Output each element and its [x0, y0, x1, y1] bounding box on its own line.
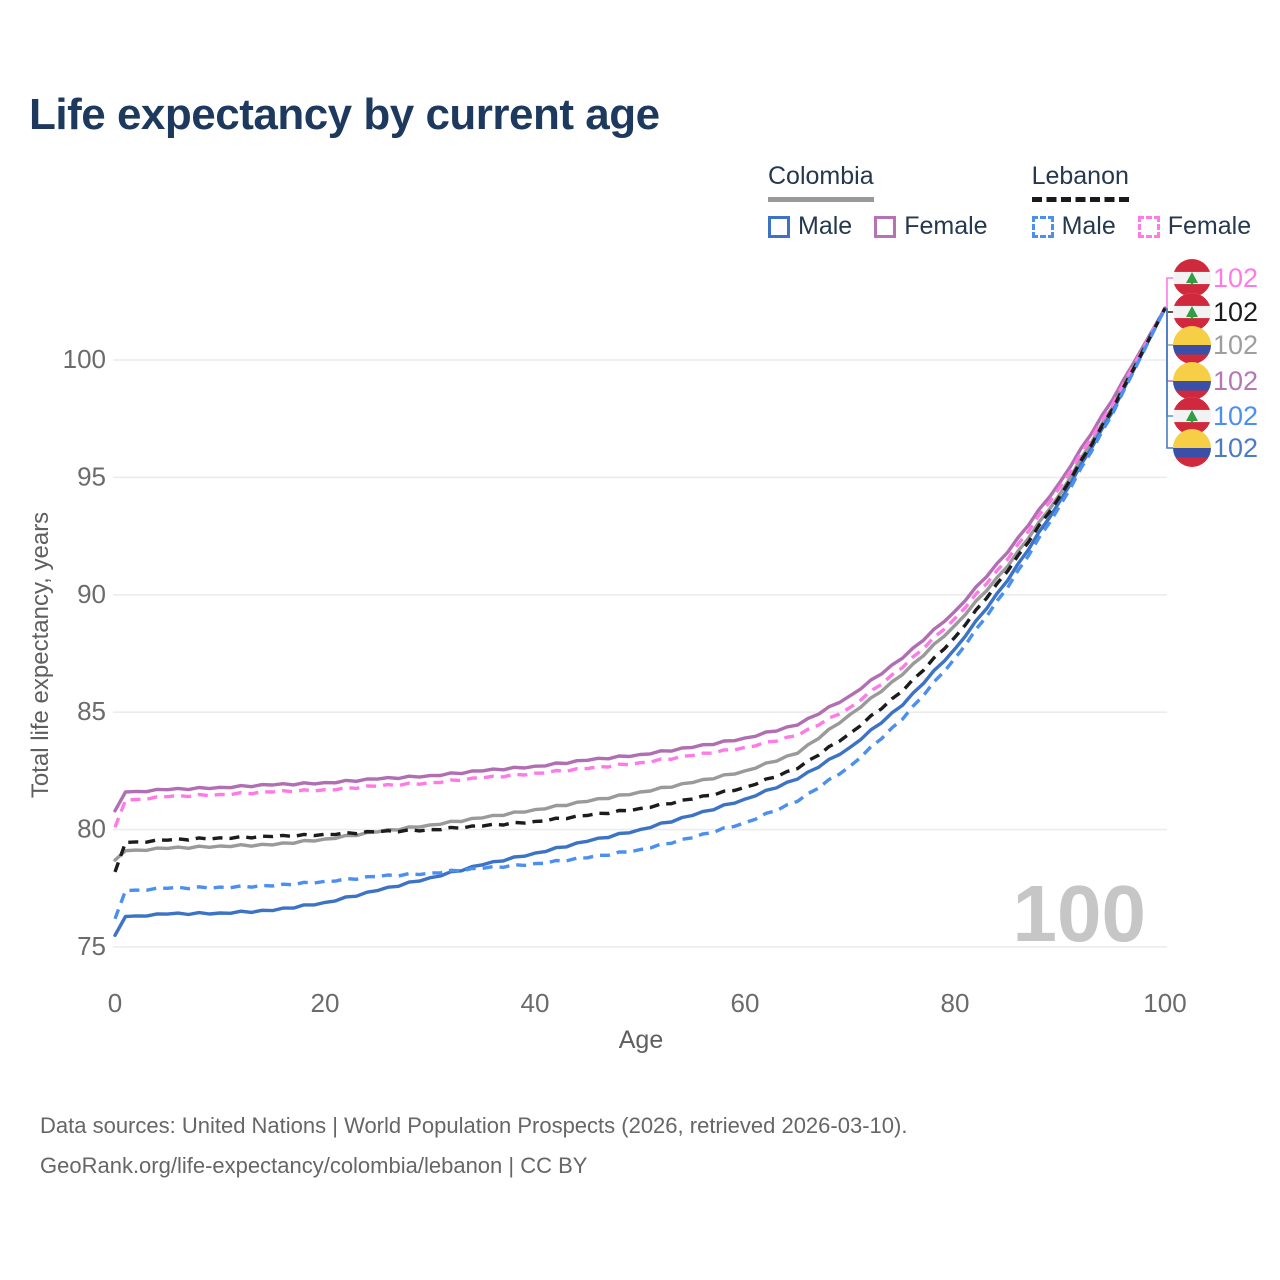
footer: Data sources: United Nations | World Pop…: [40, 1106, 907, 1186]
legend-group-lebanon: Lebanon Male Female: [1031, 162, 1252, 241]
chart-legend: Colombia Male Female Lebanon Male Female: [768, 162, 1251, 241]
end-value-label: 102: [1213, 433, 1258, 463]
legend-item-lebanon-male[interactable]: Male: [1031, 212, 1116, 241]
legend-swatch-icon: [1137, 215, 1160, 238]
x-tick-label-40: 40: [521, 988, 550, 1018]
lebanon-flag-icon: [1173, 259, 1211, 297]
y-tick-label-85: 85: [77, 696, 106, 726]
y-tick-label-75: 75: [77, 931, 106, 961]
x-axis-title: Age: [619, 1026, 663, 1054]
legend-item-label: Female: [1167, 212, 1252, 240]
y-axis-tick-labels: 75 80 85 90 95 100: [63, 344, 106, 961]
series-line-lebanon-total: [113, 307, 1167, 873]
legend-item-label: Female: [904, 212, 988, 240]
legend-swatch-icon: [768, 215, 790, 238]
footer-sources-line: Data sources: United Nations | World Pop…: [40, 1113, 908, 1138]
x-tick-label-60: 60: [731, 988, 760, 1018]
series-line-colombia-total: [113, 306, 1167, 862]
colombia-flag-icon: [1173, 326, 1211, 364]
legend-item-label: Male: [798, 212, 853, 240]
end-value-label: 102: [1213, 401, 1258, 431]
y-tick-label-100: 100: [63, 344, 106, 374]
legend-item-lebanon-female[interactable]: Female: [1137, 212, 1252, 241]
y-tick-label-90: 90: [77, 579, 106, 609]
legend-swatch-icon: [874, 215, 897, 238]
legend-country-label: Lebanon: [1031, 162, 1129, 202]
series-line-lebanon-female: [113, 307, 1167, 828]
x-tick-label-0: 0: [108, 988, 122, 1018]
colombia-flag-icon: [1173, 429, 1211, 467]
colombia-flag-icon: [1173, 362, 1211, 400]
legend-country-label: Colombia: [768, 162, 874, 202]
x-axis-tick-labels: 0 20 40 60 80 100: [108, 988, 1187, 1018]
series-line-colombia-female: [113, 306, 1167, 813]
series-lines: [113, 306, 1167, 937]
page-title: Life expectancy by current age: [29, 90, 660, 139]
legend-group-colombia: Colombia Male Female: [768, 162, 988, 241]
x-tick-label-80: 80: [941, 988, 970, 1018]
lebanon-flag-icon: [1173, 397, 1211, 435]
end-label-leader-line: [1166, 308, 1175, 449]
end-value-label: 102: [1213, 297, 1258, 327]
end-value-label: 102: [1213, 263, 1258, 293]
end-value-label: 102: [1213, 366, 1258, 396]
gridlines: [113, 359, 1167, 948]
lebanon-flag-icon: [1173, 293, 1211, 331]
watermark-age-100: 100: [1013, 869, 1146, 958]
x-tick-label-100: 100: [1143, 988, 1186, 1018]
end-label-leader-line: [1166, 308, 1175, 417]
series-line-lebanon-male: [113, 307, 1167, 920]
y-tick-label-95: 95: [77, 461, 106, 491]
footer-link-line: GeoRank.org/life-expectancy/colombia/leb…: [40, 1153, 588, 1178]
legend-item-colombia-male[interactable]: Male: [768, 212, 852, 241]
x-tick-label-20: 20: [311, 988, 340, 1018]
legend-item-label: Male: [1061, 212, 1116, 240]
end-value-label: 102: [1213, 330, 1258, 360]
legend-swatch-icon: [1031, 215, 1054, 238]
y-axis-title: Total life expectancy, years: [27, 512, 54, 798]
end-label-leader-line: [1166, 277, 1175, 309]
series-line-colombia-male: [113, 306, 1167, 937]
y-tick-label-80: 80: [77, 814, 106, 844]
legend-item-colombia-female[interactable]: Female: [874, 212, 988, 241]
